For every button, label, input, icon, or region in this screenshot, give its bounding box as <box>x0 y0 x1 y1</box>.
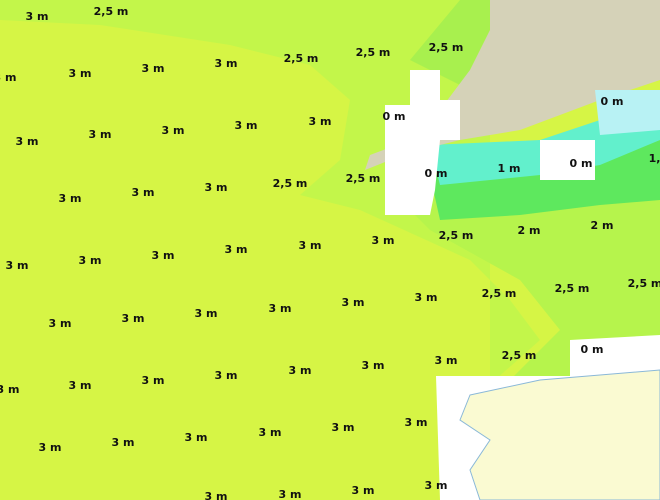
wave-height-label: 3 m <box>132 186 155 199</box>
wave-height-label: 3 m <box>299 239 322 252</box>
wave-height-label: 3 m <box>142 374 165 387</box>
wave-height-label: 2,5 m <box>555 282 590 295</box>
wave-height-label: 3 m <box>372 234 395 247</box>
land-france <box>459 369 660 500</box>
wave-height-label: 2,5 m <box>439 229 474 242</box>
wave-height-label: 3 m <box>26 10 49 23</box>
wave-height-label: 3 m <box>39 441 62 454</box>
wave-height-label: 3 m <box>195 307 218 320</box>
wave-height-label: 3 m <box>362 359 385 372</box>
wave-height-label: 3 m <box>69 379 92 392</box>
wave-height-label: 3 m <box>0 71 16 84</box>
wave-height-label: 1 m <box>498 162 521 175</box>
wave-height-label: 2,5 m <box>628 277 660 290</box>
wave-height-label: 3 m <box>89 128 112 141</box>
wave-height-label: 2,5 m <box>284 52 319 65</box>
wave-height-label: 3 m <box>215 369 238 382</box>
wave-height-label: 3 m <box>6 259 29 272</box>
wave-height-label: 3 m <box>185 431 208 444</box>
wave-height-label: 3 m <box>405 416 428 429</box>
wave-height-label: 2,5 m <box>346 172 381 185</box>
wave-height-label: 3 m <box>435 354 458 367</box>
wave-height-label: 3 m <box>289 364 312 377</box>
wave-height-label: 3 m <box>309 115 332 128</box>
wave-height-label: 3 m <box>205 490 228 500</box>
wave-height-label: 3 m <box>279 488 302 500</box>
wave-height-label: 0 m <box>425 167 448 180</box>
wave-height-label: 2,5 m <box>502 349 537 362</box>
wave-height-label: 3 m <box>49 317 72 330</box>
no-data <box>385 70 460 215</box>
wave-height-label: 2,5 m <box>482 287 517 300</box>
wave-height-label: 3 m <box>69 67 92 80</box>
wave-height-label: 3 m <box>225 243 248 256</box>
wave-height-label: 2,5 m <box>356 46 391 59</box>
wave-height-label: 3 m <box>122 312 145 325</box>
wave-height-label: 3 m <box>59 192 82 205</box>
sea-0m <box>595 90 660 135</box>
wave-height-label: 3 m <box>79 254 102 267</box>
wave-height-label: 3 m <box>16 135 39 148</box>
wave-height-label: 1,5 m <box>649 152 660 165</box>
wave-height-label: 3 m <box>332 421 355 434</box>
wave-height-label: 0 m <box>581 343 604 356</box>
wave-height-label: 2,5 m <box>273 177 308 190</box>
wave-height-label: 3 m <box>415 291 438 304</box>
wave-height-label: 3 m <box>152 249 175 262</box>
no-data <box>540 140 595 180</box>
wave-height-label: 2,5 m <box>429 41 464 54</box>
wave-height-label: 3 m <box>425 479 448 492</box>
wave-height-label: 3 m <box>269 302 292 315</box>
wave-height-label: 3 m <box>259 426 282 439</box>
wave-height-label: 0 m <box>383 110 406 123</box>
wave-height-label: 3 m <box>352 484 375 497</box>
wave-height-label: 3 m <box>342 296 365 309</box>
wave-height-label: 0 m <box>601 95 624 108</box>
wave-height-label: 3 m <box>142 62 165 75</box>
wave-height-label: 3 m <box>235 119 258 132</box>
wave-height-label: 3 m <box>0 383 19 396</box>
wave-height-label: 2 m <box>591 219 614 232</box>
wave-height-label: 3 m <box>215 57 238 70</box>
wave-height-label: 3 m <box>162 124 185 137</box>
wave-height-label: 0 m <box>570 157 593 170</box>
wave-height-label: 3 m <box>112 436 135 449</box>
wave-height-label: 2 m <box>518 224 541 237</box>
wave-height-label: 2,5 m <box>94 5 129 18</box>
wave-height-label: 3 m <box>205 181 228 194</box>
